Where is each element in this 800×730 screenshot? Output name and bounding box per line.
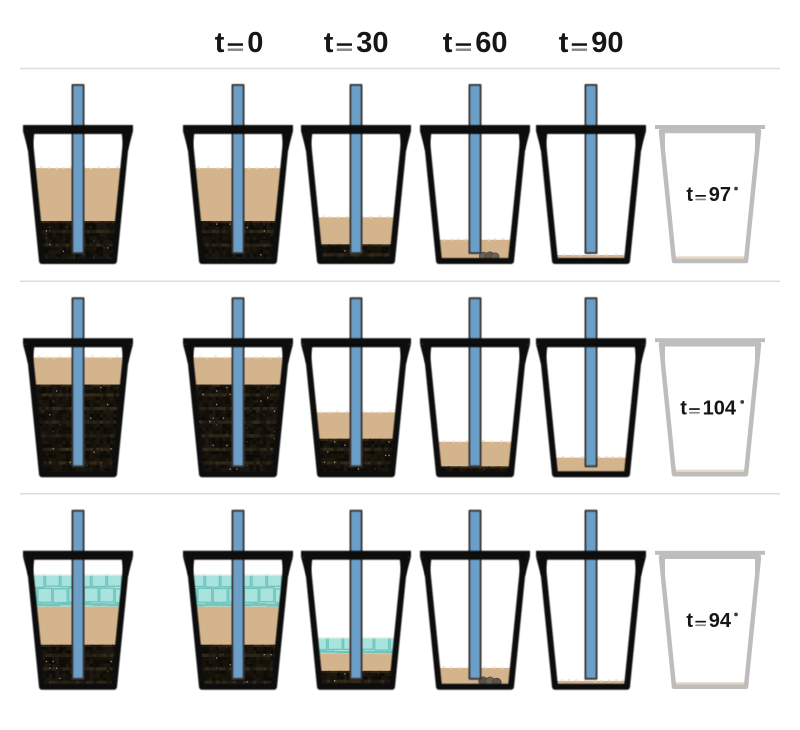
svg-text:104: 104 bbox=[703, 397, 737, 419]
svg-text:t: t bbox=[680, 397, 687, 419]
svg-text:30: 30 bbox=[356, 27, 388, 59]
svg-text:t: t bbox=[443, 27, 453, 59]
svg-text:60: 60 bbox=[475, 27, 507, 59]
svg-text:90: 90 bbox=[591, 27, 623, 59]
svg-text:t: t bbox=[686, 610, 693, 632]
svg-text:t: t bbox=[215, 27, 225, 59]
svg-text:94: 94 bbox=[709, 610, 732, 632]
svg-text:97: 97 bbox=[709, 184, 731, 206]
svg-text:t: t bbox=[324, 27, 334, 59]
svg-text:t: t bbox=[686, 184, 693, 206]
svg-text:0: 0 bbox=[247, 27, 263, 59]
svg-text:t: t bbox=[559, 27, 569, 59]
